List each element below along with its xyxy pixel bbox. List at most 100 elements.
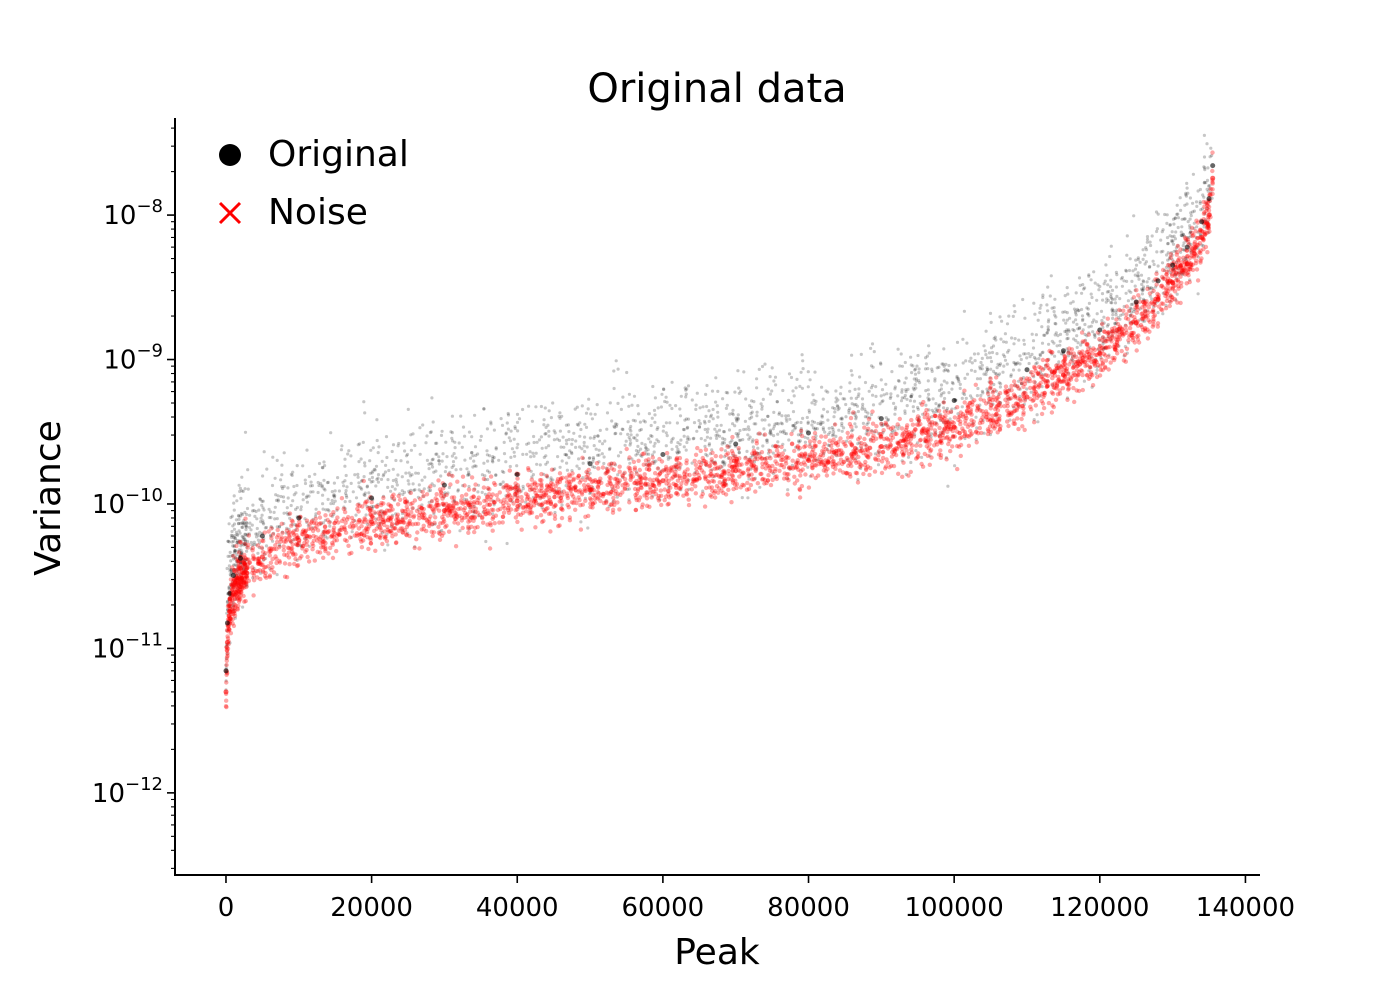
original-cloud-point xyxy=(695,391,699,395)
original-cloud-point xyxy=(1125,234,1129,238)
original-cloud-point xyxy=(492,428,496,432)
noise-cloud-point xyxy=(224,655,230,660)
original-cloud-point xyxy=(521,452,525,456)
original-cloud-point xyxy=(1114,313,1118,317)
original-cloud-point xyxy=(605,427,609,431)
original-cloud-point xyxy=(228,554,232,558)
original-cloud-point xyxy=(406,407,410,411)
original-cloud-point xyxy=(238,539,242,544)
original-cloud-point xyxy=(264,544,269,548)
original-cloud-point xyxy=(1086,312,1090,316)
original-cloud-point xyxy=(614,359,618,363)
original-cloud-point xyxy=(544,446,548,450)
original-cloud-point xyxy=(1206,189,1210,193)
original-cloud-point xyxy=(1100,292,1105,296)
noise-cloud-point xyxy=(988,384,993,390)
original-cloud-point xyxy=(598,428,602,432)
original-cloud-point xyxy=(525,442,529,446)
original-cloud-point xyxy=(595,403,599,407)
original-cloud-point xyxy=(1042,333,1046,337)
original-cloud-point xyxy=(1168,223,1172,227)
noise-cloud-point xyxy=(1145,327,1150,332)
original-cloud-point xyxy=(1176,225,1180,230)
original-cloud-point xyxy=(619,450,623,454)
original-cloud-point xyxy=(1170,253,1174,257)
original-cloud-point xyxy=(1003,358,1008,362)
original-cloud-point xyxy=(629,441,633,445)
original-cloud-point xyxy=(344,491,348,495)
noise-cloud-point xyxy=(729,448,735,454)
original-cloud-point xyxy=(937,405,941,409)
noise-cloud-point xyxy=(1040,357,1046,363)
original-cloud-point xyxy=(762,427,766,431)
original-cloud-point xyxy=(1087,325,1091,329)
original-cloud-point xyxy=(998,385,1003,389)
original-cloud-point xyxy=(1188,196,1192,200)
original-cloud-point xyxy=(941,430,945,434)
original-cloud-point xyxy=(413,488,417,492)
original-cloud-point xyxy=(262,522,266,526)
original-cloud-point xyxy=(962,392,967,397)
original-cloud-point xyxy=(881,399,885,403)
noise-cloud-point xyxy=(559,515,565,521)
original-cloud-point xyxy=(937,403,941,408)
original-cloud-point xyxy=(893,385,897,389)
noise-cloud-point xyxy=(306,559,312,564)
original-cloud-point xyxy=(345,485,349,489)
original-cloud-point xyxy=(1109,278,1113,282)
noise-cloud-point xyxy=(317,550,323,555)
original-cloud-point xyxy=(295,483,299,488)
original-cloud-point xyxy=(378,509,382,513)
noise-cloud-point xyxy=(766,473,771,478)
original-cloud-point xyxy=(1196,292,1200,296)
original-cloud-point xyxy=(584,425,589,429)
original-cloud-point xyxy=(282,451,286,455)
original-cloud-point xyxy=(698,406,702,410)
original-cloud-point xyxy=(228,550,232,555)
original-cloud-point xyxy=(956,376,960,381)
original-cloud-point xyxy=(259,571,263,575)
noise-cloud-point xyxy=(487,487,492,492)
original-cloud-point xyxy=(226,539,230,543)
original-cloud-point xyxy=(703,421,707,425)
original-cloud-point xyxy=(515,464,519,468)
noise-cloud-point xyxy=(847,421,853,427)
original-cloud-point xyxy=(456,488,460,492)
original-cloud-point xyxy=(720,460,725,464)
original-cloud-point xyxy=(915,364,919,368)
original-cloud-point xyxy=(767,423,771,427)
original-cloud-point xyxy=(776,422,780,426)
original-cloud-point xyxy=(968,359,972,363)
original-cloud-point xyxy=(791,410,796,414)
noise-cloud-point xyxy=(824,473,830,478)
original-cloud-point xyxy=(280,463,284,467)
original-cloud-point xyxy=(467,473,471,477)
original-cloud-point xyxy=(547,434,551,438)
original-cloud-point xyxy=(851,411,855,415)
original-cloud-point xyxy=(961,337,965,341)
original-cloud-point xyxy=(1136,258,1140,262)
original-cloud-point xyxy=(836,408,840,412)
noise-cloud-point xyxy=(909,417,914,423)
original-cloud-point xyxy=(801,416,805,420)
noise-cloud-point xyxy=(259,545,264,550)
noise-cloud-point xyxy=(908,469,913,475)
original-cloud-point xyxy=(1186,220,1190,224)
original-cloud-point xyxy=(983,349,987,353)
original-cloud-point xyxy=(1022,402,1026,406)
noise-cloud-point xyxy=(797,445,803,451)
original-cloud-point xyxy=(668,456,672,460)
original-cloud-point xyxy=(322,478,326,482)
original-cloud-point xyxy=(821,397,825,401)
noise-cloud-point xyxy=(1114,317,1119,322)
original-cloud-point xyxy=(1133,267,1138,271)
original-cloud-point xyxy=(638,420,643,424)
original-cloud-point xyxy=(1065,311,1069,315)
original-cloud-point xyxy=(652,444,656,448)
original-cloud-point xyxy=(604,499,608,503)
original-cloud-point xyxy=(482,407,486,411)
original-cloud-point xyxy=(973,369,977,373)
original-cloud-point xyxy=(698,422,702,426)
noise-cloud-point xyxy=(659,459,665,464)
original-cloud-point xyxy=(452,464,456,468)
